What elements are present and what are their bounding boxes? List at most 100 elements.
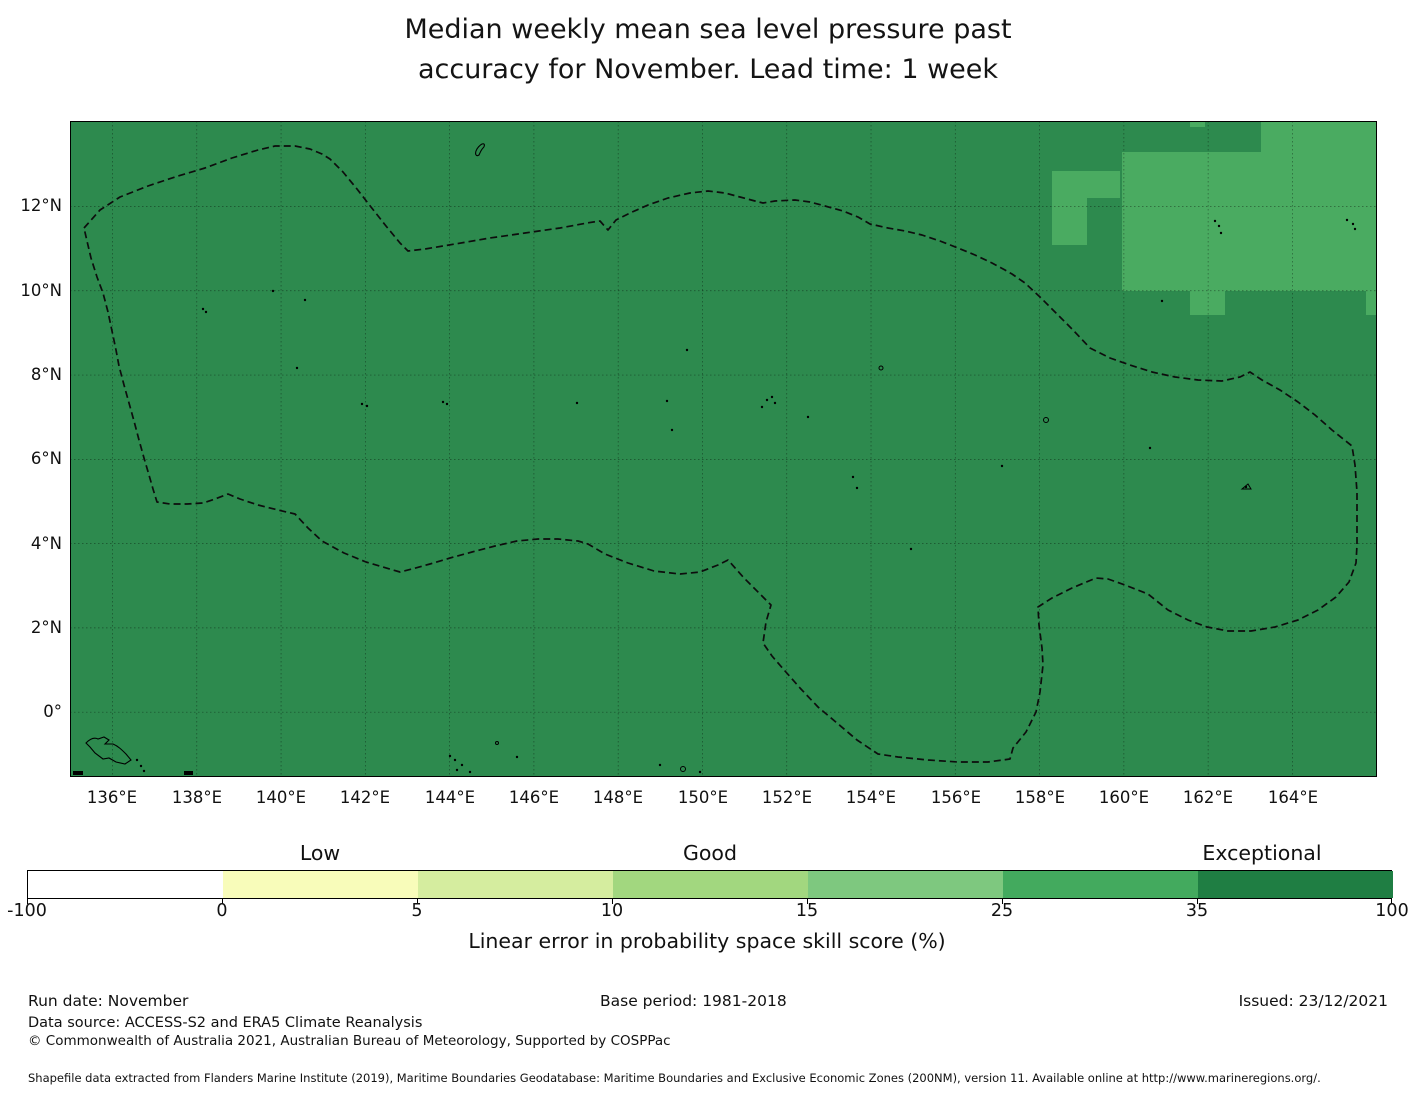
islet-dot — [204, 310, 208, 314]
colorbar-category-low: Low — [299, 841, 341, 865]
x-axis-tick-158E: 158°E — [1014, 788, 1066, 807]
y-axis-tick-4N: 4°N — [30, 534, 62, 553]
islet-dot — [1345, 218, 1349, 222]
islet-dot — [670, 428, 674, 432]
islet-dot — [135, 758, 139, 762]
islet-dot — [806, 415, 810, 419]
islet-dot — [360, 402, 364, 406]
colorbar-tick-25: 25 — [990, 901, 1014, 921]
islet-dot — [441, 400, 445, 404]
island-coastlines — [73, 143, 1357, 775]
x-axis-tick-140E: 140°E — [255, 788, 307, 807]
islet-dot — [665, 399, 669, 403]
colorbar-tickmark — [807, 899, 808, 904]
x-axis-tick-154E: 154°E — [845, 788, 897, 807]
colorbar-tick-15: 15 — [795, 901, 819, 921]
page-title: Median weekly mean sea level pressure pa… — [404, 10, 1011, 90]
y-axis-tick-6N: 6°N — [30, 449, 62, 468]
islet-dot — [698, 770, 702, 774]
colorbar-tickmark — [222, 899, 223, 904]
png-island-outline — [85, 736, 132, 765]
x-axis-tick-152E: 152°E — [761, 788, 813, 807]
x-axis-tick-142E: 142°E — [339, 788, 391, 807]
colorbar-segment-1 — [28, 871, 223, 898]
colorbar-tick-0: 0 — [216, 901, 228, 921]
colorbar-tickmark — [1391, 899, 1392, 904]
islet-dot — [1148, 446, 1152, 450]
islet-dot — [468, 770, 472, 774]
copyright-text: © Commonwealth of Australia 2021, Austra… — [28, 1033, 671, 1049]
colorbar-tickmark — [1002, 899, 1003, 904]
shapefile-attribution-text: Shapefile data extracted from Flanders M… — [28, 1071, 1321, 1085]
x-axis-tick-148E: 148°E — [592, 788, 644, 807]
islet-dot — [1213, 219, 1217, 223]
colorbar-segment-3 — [418, 871, 613, 898]
islet-dot — [295, 366, 299, 370]
colorbar-tickmark — [612, 899, 613, 904]
y-axis-tick-10N: 10°N — [20, 281, 62, 300]
x-axis-tick-160E: 160°E — [1098, 788, 1150, 807]
islet-dot — [760, 405, 764, 409]
islet-dot — [658, 763, 662, 767]
colorbar-tickmark — [1197, 899, 1198, 904]
islet-dot — [575, 401, 579, 405]
graticule-gridlines — [70, 121, 1377, 777]
colorbar-segment-4 — [613, 871, 808, 898]
issued-date-text: Issued: 23/12/2021 — [1238, 992, 1388, 1010]
islet-dot — [448, 754, 452, 758]
islet-dot — [1000, 464, 1004, 468]
x-axis-tick-164E: 164°E — [1267, 788, 1319, 807]
colorbar-tick-10: 10 — [600, 901, 624, 921]
skill-score-25-35-patches — [1052, 121, 1377, 315]
data-source-text: Data source: ACCESS-S2 and ERA5 Climate … — [28, 1015, 423, 1031]
x-axis-tick-146E: 146°E — [508, 788, 560, 807]
islet-dot — [460, 763, 464, 767]
x-axis-tick-150E: 150°E — [677, 788, 729, 807]
colorbar-tick-100: 100 — [1375, 901, 1409, 921]
islet-dot — [453, 758, 457, 762]
islet-dot — [1353, 227, 1357, 231]
islet-dot — [1217, 224, 1221, 228]
islet-dot — [855, 486, 859, 490]
map-canvas — [70, 121, 1377, 777]
islet-dot — [685, 348, 689, 352]
islet-dot — [909, 547, 913, 551]
islet-dot — [851, 475, 855, 479]
eez-dashed-boundary — [83, 145, 1358, 763]
colorbar-tick-35: 35 — [1185, 901, 1209, 921]
colorbar-tickmark — [27, 899, 28, 904]
islet-dot — [515, 755, 519, 759]
colorbar-segment-5 — [808, 871, 1003, 898]
islet-dot — [1244, 485, 1248, 489]
islet-dot — [1219, 231, 1223, 235]
colorbar — [27, 870, 1393, 899]
base-period-text: Base period: 1981-2018 — [600, 992, 787, 1010]
islet-dot — [303, 298, 307, 302]
map-plot — [70, 121, 1377, 777]
y-axis-tick-12N: 12°N — [20, 196, 62, 215]
islet-dot — [455, 768, 459, 772]
guam-island-outline — [475, 143, 485, 157]
islet-dot — [1160, 299, 1164, 303]
title-line-2: accuracy for November. Lead time: 1 week — [417, 54, 999, 85]
islet-dot — [1351, 222, 1355, 226]
x-axis-tick-136E: 136°E — [86, 788, 138, 807]
y-axis-tick-2N: 2°N — [30, 618, 62, 637]
islet-dot — [773, 401, 777, 405]
colorbar-segment-2 — [223, 871, 418, 898]
x-axis-tick-138E: 138°E — [171, 788, 223, 807]
title-line-1: Median weekly mean sea level pressure pa… — [404, 14, 1012, 45]
run-date-text: Run date: November — [28, 992, 189, 1010]
colorbar-tick-5: 5 — [411, 901, 423, 921]
islet-dot — [139, 764, 143, 768]
islet-dot — [770, 395, 774, 399]
x-axis-tick-144E: 144°E — [424, 788, 476, 807]
x-axis-tick-156E: 156°E — [930, 788, 982, 807]
colorbar-axis-label: Linear error in probability space skill … — [468, 929, 946, 953]
x-axis-tick-162E: 162°E — [1182, 788, 1234, 807]
colorbar-segment-7 — [1198, 871, 1393, 898]
colorbar-tickmark — [417, 899, 418, 904]
islet-dot — [445, 402, 449, 406]
colorbar-segment-6 — [1003, 871, 1198, 898]
